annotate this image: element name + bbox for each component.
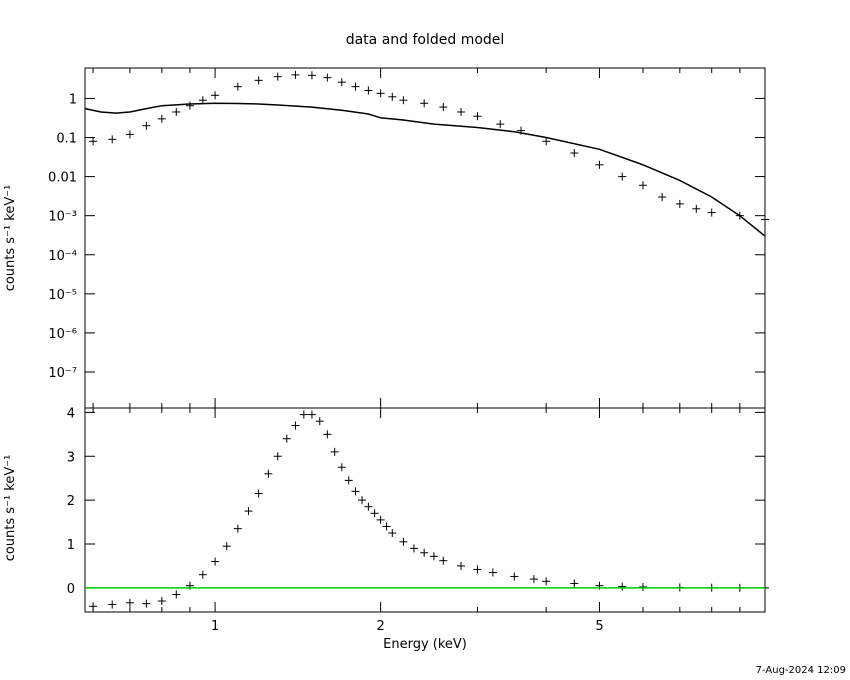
- x-tick-label: 5: [595, 619, 603, 634]
- top-y-tick-label: 0.1: [56, 131, 77, 146]
- top-y-tick-label: 1: [69, 92, 77, 107]
- timestamp: 7-Aug-2024 12:09: [756, 665, 846, 676]
- top-y-tick-label: 10⁻⁵: [48, 288, 77, 303]
- bottom-y-axis-label: counts s⁻¹ keV⁻¹: [3, 455, 18, 562]
- top-panel-frame: [84, 67, 766, 409]
- top-y-tick-label: 10⁻⁷: [48, 366, 77, 381]
- top-panel-series: [84, 70, 769, 237]
- top-y-tick-label: 0.01: [48, 171, 77, 186]
- x-tick-label: 1: [211, 619, 219, 634]
- bottom-panel-frame: [84, 407, 766, 613]
- top-y-axis-label: counts s⁻¹ keV⁻¹: [3, 185, 18, 292]
- chart-title: data and folded model: [346, 32, 505, 48]
- bottom-panel-series: [85, 410, 769, 611]
- top-y-tick-label: 10⁻⁴: [48, 249, 77, 264]
- bottom-y-tick-label: 3: [67, 450, 75, 465]
- top-y-tick-label: 10⁻⁶: [48, 327, 77, 342]
- bottom-y-tick-label: 2: [67, 494, 75, 509]
- top-y-ticks: 1 0.1 0.01 10⁻³ 10⁻⁴ 10⁻⁵ 10⁻⁶ 10⁻⁷: [48, 92, 765, 381]
- bottom-y-tick-label: 0: [67, 582, 75, 597]
- bottom-y-ticks: 0 1 2 3 4: [67, 406, 765, 597]
- model-curve: [84, 102, 766, 237]
- x-axis-label: Energy (keV): [383, 637, 467, 652]
- x-tick-label: 2: [376, 619, 384, 634]
- top-y-tick-label: 10⁻³: [48, 210, 77, 225]
- bottom-y-tick-label: 1: [67, 538, 75, 553]
- bottom-y-tick-label: 4: [67, 406, 75, 421]
- x-ticks: 1 2 5: [92, 68, 741, 634]
